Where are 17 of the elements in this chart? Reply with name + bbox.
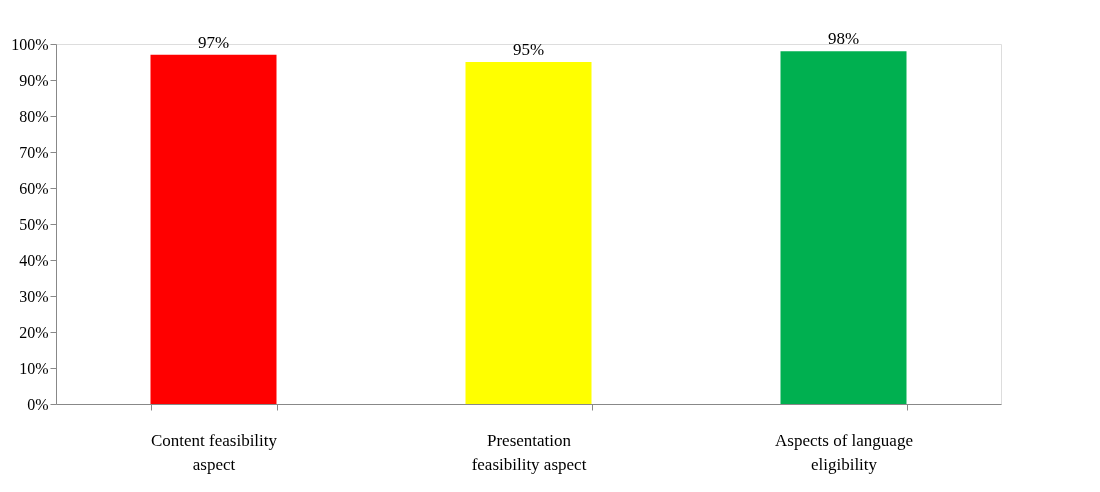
- y-tick-label: 100%: [11, 35, 49, 53]
- y-tick-label: 30%: [19, 287, 49, 305]
- data-label: 97%: [197, 32, 230, 52]
- data-label: 98%: [827, 29, 860, 49]
- x-tick-label: Content feasibility aspect: [150, 430, 278, 474]
- y-tick-label: 40%: [19, 251, 49, 269]
- y-tick-label: 10%: [19, 359, 49, 377]
- y-tick-label: 50%: [19, 215, 49, 233]
- data-label: 95%: [512, 40, 545, 59]
- x-tick-label: Aspects of language eligibility: [775, 430, 913, 474]
- y-tick-label: 60%: [19, 179, 49, 197]
- y-tick-label: 80%: [19, 107, 49, 125]
- y-tick-label: 0%: [27, 395, 49, 413]
- y-tick-label: 20%: [19, 323, 49, 341]
- y-tick-label: 70%: [19, 143, 49, 161]
- x-tick-label: Presentation feasibility aspect: [471, 430, 587, 474]
- y-tick-label: 90%: [19, 71, 49, 89]
